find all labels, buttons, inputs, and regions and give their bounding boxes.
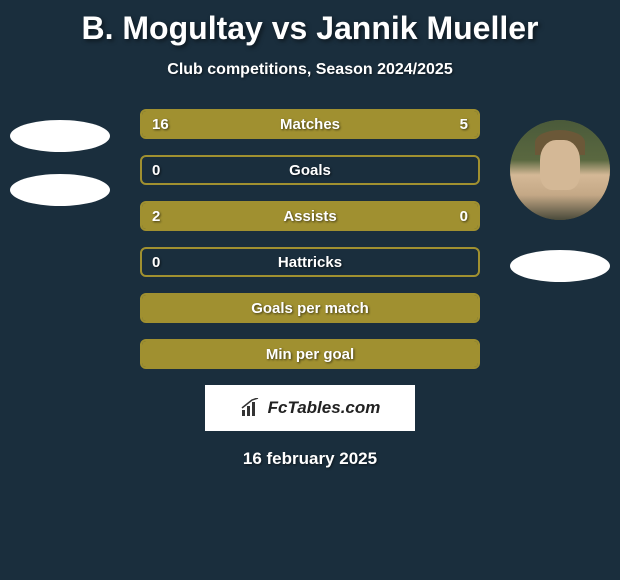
- stat-label: Assists: [142, 203, 478, 229]
- stat-bar: Goals per match: [140, 293, 480, 323]
- stat-bar: 20Assists: [140, 201, 480, 231]
- avatar-ellipse: [10, 120, 110, 152]
- player-photo: [510, 120, 610, 220]
- player-left-avatars: [10, 120, 110, 228]
- stat-label: Matches: [142, 111, 478, 137]
- stat-label: Goals: [142, 157, 478, 183]
- logo-text: FcTables.com: [268, 398, 381, 418]
- avatar-ellipse: [10, 174, 110, 206]
- stat-bar: 0Goals: [140, 155, 480, 185]
- comparison-title: B. Mogultay vs Jannik Mueller: [0, 0, 620, 47]
- stat-label: Goals per match: [142, 295, 478, 321]
- stat-bar: Min per goal: [140, 339, 480, 369]
- stats-bars: 165Matches 0Goals 20Assists 0Hattricks Goals…: [140, 109, 480, 369]
- fctables-logo[interactable]: FcTables.com: [205, 385, 415, 431]
- avatar-ellipse: [510, 250, 610, 282]
- comparison-subtitle: Club competitions, Season 2024/2025: [0, 61, 620, 79]
- snapshot-date: 16 february 2025: [0, 449, 620, 469]
- stat-label: Hattricks: [142, 249, 478, 275]
- stat-label: Min per goal: [142, 341, 478, 367]
- player-right-avatars: [510, 120, 610, 304]
- stat-bar: 0Hattricks: [140, 247, 480, 277]
- stat-bar: 165Matches: [140, 109, 480, 139]
- chart-icon: [240, 398, 264, 418]
